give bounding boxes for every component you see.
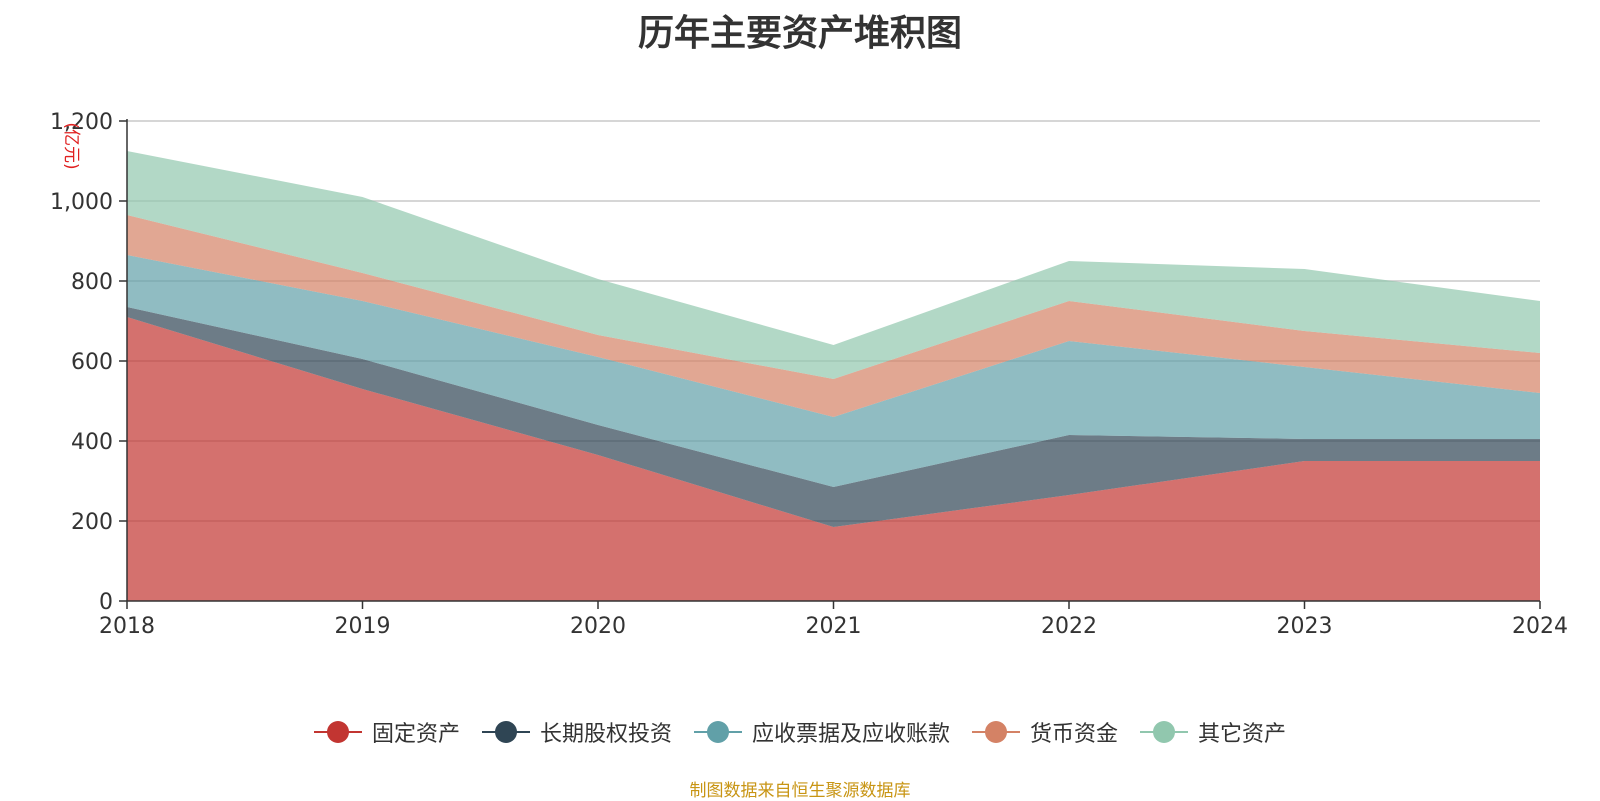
x-tick-label: 2020: [570, 614, 626, 639]
legend-label: 应收票据及应收账款: [751, 722, 950, 747]
x-tick-label: 2018: [99, 614, 155, 639]
x-tick-label: 2023: [1277, 614, 1333, 639]
legend-item-1[interactable]: 固定资产: [313, 716, 460, 748]
legend-marker-icon: [481, 718, 530, 746]
legend-label: 固定资产: [371, 722, 460, 747]
legend-marker-icon: [1140, 718, 1189, 746]
legend: 固定资产 长期股权投资 应收票据及应收账款 货币资金 其它资产: [0, 716, 1600, 748]
area-series-2: [127, 307, 1540, 527]
y-tick-label: 400: [71, 430, 113, 455]
legend-marker-icon: [972, 718, 1020, 746]
legend-item-2[interactable]: 长期股权投资: [481, 716, 672, 748]
area-series-1: [127, 317, 1540, 601]
y-tick-label: 600: [71, 350, 113, 375]
x-tick-label: 2021: [806, 614, 862, 639]
source-note: 制图数据来自恒生聚源数据库: [689, 781, 911, 801]
y-tick-label: 1,000: [50, 190, 113, 215]
area-series-3: [127, 255, 1540, 487]
legend-item-4[interactable]: 货币资金: [972, 716, 1118, 748]
y-tick-label: 1,200: [50, 110, 113, 135]
x-tick-label: 2024: [1512, 614, 1568, 639]
legend-label: 长期股权投资: [539, 722, 672, 747]
chart-title: 历年主要资产堆积图: [637, 13, 962, 54]
legend-marker-icon: [313, 718, 362, 746]
legend-item-5[interactable]: 其它资产: [1140, 716, 1286, 748]
y-axis-unit-label: (亿元): [61, 122, 81, 169]
x-tick-label: 2022: [1041, 614, 1097, 639]
y-tick-label: 200: [71, 510, 113, 535]
legend-item-3[interactable]: 应收票据及应收账款: [693, 716, 950, 748]
stacked-areas: [127, 151, 1540, 601]
axes: 0 200 400 600 800 1,000 1,200 2018 2019 2020 2021 2…: [50, 110, 1568, 639]
area-series-5: [127, 151, 1540, 379]
y-tick-label: 800: [71, 270, 113, 295]
legend-marker-icon: [693, 718, 742, 746]
legend-label: 其它资产: [1198, 722, 1287, 747]
legend-label: 货币资金: [1030, 722, 1119, 747]
y-tick-label: 0: [99, 590, 113, 615]
x-tick-label: 2019: [335, 614, 391, 639]
